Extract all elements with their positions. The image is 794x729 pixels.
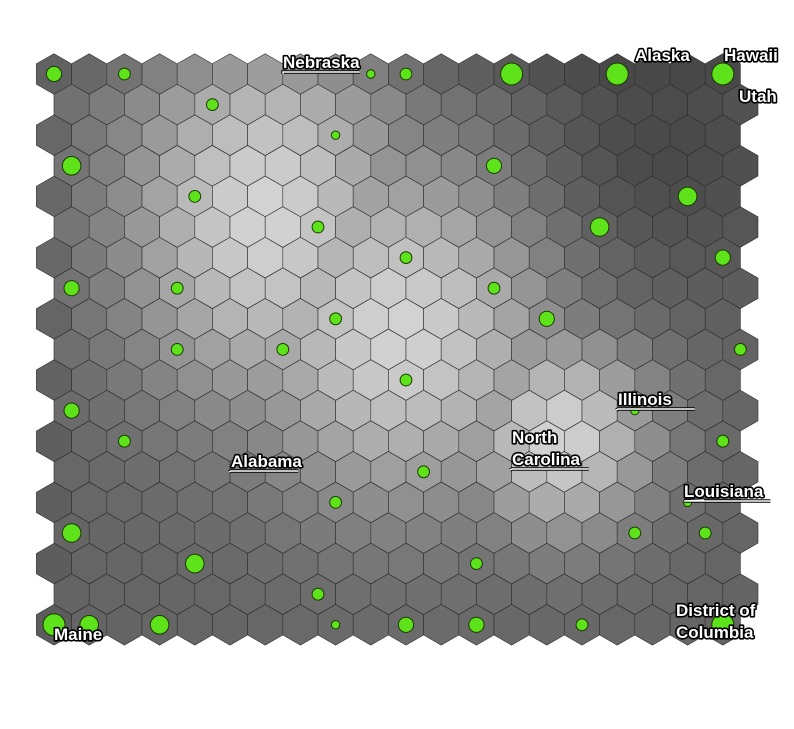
hit-marker [170,343,184,356]
hit-marker [500,62,524,86]
annotation-text: Carolina [512,450,581,469]
hit-marker [698,526,712,540]
hit-marker [63,280,80,297]
annotation-label: Utah [737,85,778,107]
annotation-label: Louisiana [682,480,765,502]
hit-marker [417,465,431,479]
annotation-label: Maine [52,623,103,645]
annotation-text: District of [676,601,756,620]
annotation-leader [509,468,589,471]
hit-marker [487,281,501,295]
hit-marker [79,615,99,635]
hit-marker [118,434,131,448]
annotation-text: Illinois [618,390,672,409]
hit-marker [45,65,63,83]
annotation-leader [228,470,299,473]
annotation-text: Louisiana [684,482,764,501]
hit-marker [329,312,343,326]
hit-marker [711,62,735,86]
annotation-text: Hawaii [724,46,778,65]
hit-marker [397,616,415,633]
hit-marker [330,620,341,630]
annotation-text: North [512,428,557,447]
hit-marker [63,402,80,419]
annotation-text: Columbia [676,623,754,642]
hit-marker [118,67,131,81]
hit-marker [628,526,642,540]
annotation-layer: Nebraska Alaska Hawaii Utah Illinois North Car… [52,44,779,645]
annotation-text: Alabama [231,452,302,471]
annotation-label: Illinois [616,388,673,410]
hit-marker [61,523,82,543]
hit-marker [716,434,730,448]
hit-marker [399,373,413,387]
annotation-leader [615,408,695,411]
hit-marker [399,251,413,265]
hit-marker [185,553,205,574]
hit-marker [485,157,503,174]
annotation-text: Utah [739,87,777,106]
hit-marker [366,69,376,79]
hit-marker [149,615,170,635]
hit-marker [42,613,66,637]
annotation-label: North Carolina [510,426,582,470]
annotation-label: Hawaii [722,44,779,66]
hit-marker [330,130,341,140]
annotation-label: Alabama [229,450,304,472]
annotation-label: Alaska [633,44,692,66]
annotation-text: Nebraska [283,53,360,72]
annotation-text: Alaska [635,46,690,65]
hit-marker [329,496,343,509]
hit-marker [311,587,325,601]
hit-marker [399,67,413,81]
hit-marker [61,156,82,176]
annotation-label: Nebraska [281,51,361,73]
annotation-label: District of Columbia [674,599,757,643]
hit-marker [538,310,555,327]
hit-marker [470,557,483,570]
hit-marker [170,281,184,295]
hit-marker-layer [42,62,747,637]
hit-marker [589,217,610,237]
annotation-text: Maine [54,625,102,644]
hit-marker [734,343,747,356]
hit-marker [468,616,485,633]
hit-marker [575,618,589,632]
hit-marker [206,98,219,111]
hit-marker [711,613,735,637]
hit-marker [188,190,202,203]
hit-marker [714,249,731,266]
hit-marker [677,186,698,207]
annotation-leader [282,71,360,74]
hex-cell-layer [36,53,759,646]
hit-marker [311,220,325,234]
hit-marker [605,62,629,86]
hit-marker [276,343,290,356]
annotation-leader [683,499,771,502]
